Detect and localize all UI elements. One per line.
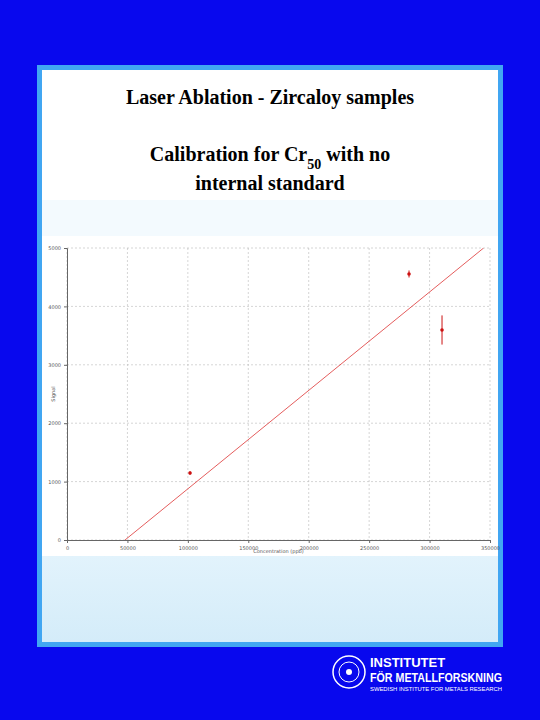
y-tick-mark: [64, 365, 67, 366]
grid-line-y: [67, 481, 490, 482]
x-tick-mark: [248, 540, 249, 543]
y-tick-label: 3000: [48, 362, 61, 368]
x-tick-label: 250000: [360, 545, 379, 551]
logo-emblem: [333, 656, 365, 688]
y-tick: 5000: [48, 245, 67, 251]
x-axis-title: Concentration (ppb): [253, 548, 303, 555]
x-axis-line: [68, 541, 491, 544]
background: [0, 0, 540, 720]
fit-line: [125, 248, 484, 540]
x-tick-label: 100000: [179, 545, 198, 551]
y-axis-line: [64, 249, 68, 541]
x-tick: 100000: [179, 540, 198, 551]
title: Laser Ablation - Zircaloy samples: [126, 86, 414, 109]
y-tick-mark: [64, 482, 67, 483]
y-tick-label: 2000: [48, 420, 61, 426]
logo-emblem-core: [346, 669, 352, 675]
x-tick: 250000: [360, 540, 379, 551]
x-tick-mark: [127, 540, 128, 543]
x-tick-label: 350000: [481, 545, 500, 551]
x-tick: 350000: [481, 540, 500, 551]
panel-lower: [42, 556, 498, 642]
y-axis: 0 1000 2000 3000 4000 5000: [48, 245, 67, 543]
x-tick: 300000: [421, 540, 440, 551]
panel-band: [42, 200, 498, 236]
grid-line-x: [127, 248, 128, 540]
y-tick-label: 1000: [48, 479, 61, 485]
x-tick: 0: [66, 540, 69, 551]
y-axis-title: Signal: [50, 386, 57, 401]
panel-border: [37, 65, 503, 647]
y-tick: 4000: [48, 304, 67, 310]
y-tick-mark: [64, 423, 67, 424]
y-tick: 2000: [48, 420, 67, 426]
grid-line-x: [490, 248, 491, 540]
plot: [125, 248, 484, 540]
x-tick-mark: [369, 540, 370, 543]
x-tick-mark: [430, 540, 431, 543]
grid-line-x: [308, 248, 309, 540]
y-tick: 3000: [48, 362, 67, 368]
point: [407, 272, 411, 276]
point: [188, 471, 192, 475]
logo-text: FÖR METALLFORSKNING: [370, 670, 502, 685]
grid-line-x: [187, 248, 188, 540]
chart-area: [56, 238, 497, 556]
y-tick-mark: [64, 248, 67, 249]
x-tick-mark: [490, 540, 491, 543]
logo: INSTITUTETFÖR METALLFORSKNING SWEDISH INS…: [333, 655, 502, 692]
x-tick: 50000: [120, 540, 136, 551]
subtitle: Calibration for Cr50 with no: [150, 143, 390, 172]
logo-text: INSTITUTET: [370, 655, 445, 670]
y-tick: 0: [58, 537, 67, 543]
x-tick-label: 0: [66, 545, 69, 551]
grid-line-x: [369, 248, 370, 540]
x-tick-label: 300000: [421, 545, 440, 551]
panel: [42, 70, 498, 642]
y-tick-label: 0: [58, 537, 61, 543]
grid-line-y: [67, 248, 490, 249]
grid-line-y: [67, 423, 490, 424]
grid-line-y: [67, 364, 490, 365]
point: [440, 328, 444, 332]
x-tick-mark: [188, 540, 189, 543]
grid-line-x: [248, 248, 249, 540]
x-tick-mark: [309, 540, 310, 543]
y-tick-mark: [64, 306, 67, 307]
slide: Laser Ablation - Zircaloy samples Calibra…: [0, 0, 540, 720]
y-tick-mark: [64, 540, 67, 541]
logo-subtext: SWEDISH INSTITUTE FOR METALS RESEARCH: [370, 687, 502, 692]
grid-line-y: [67, 306, 490, 307]
grid: [67, 248, 490, 540]
y-tick-label: 4000: [48, 304, 61, 310]
subtitle: internal standard: [195, 172, 344, 194]
y-tick: 1000: [48, 479, 67, 485]
logo-emblem-inner: [339, 662, 359, 682]
x-tick-label: 50000: [120, 545, 136, 551]
y-tick-label: 5000: [48, 245, 61, 251]
